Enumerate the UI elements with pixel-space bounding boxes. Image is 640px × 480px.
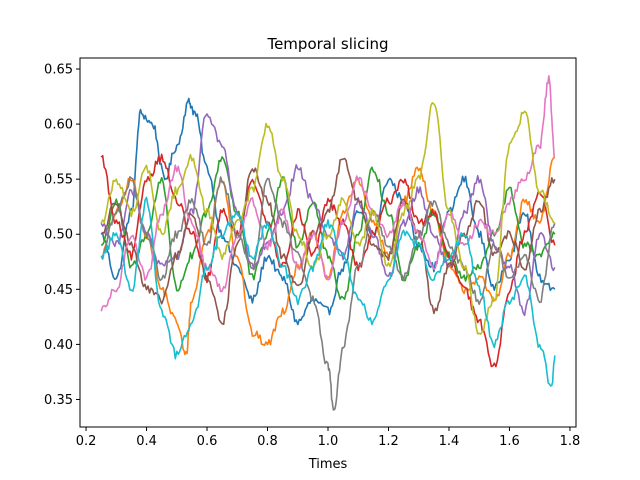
series-line-3 — [100, 156, 556, 300]
series-line-4 — [100, 153, 556, 368]
series-line-9 — [100, 102, 556, 335]
y-tick-label: 0.40 — [44, 338, 73, 353]
chart-title: Temporal slicing — [266, 35, 388, 53]
series-line-10 — [100, 196, 556, 387]
series-line-7 — [100, 75, 555, 312]
x-tick-label: 0.2 — [76, 434, 97, 449]
y-tick-label: 0.35 — [44, 393, 73, 408]
x-tick-label: 1.2 — [378, 434, 399, 449]
x-tick-label: 0.8 — [257, 434, 278, 449]
series-line-6 — [100, 157, 556, 325]
x-tick-label: 1.8 — [560, 434, 581, 449]
y-tick-label: 0.55 — [44, 173, 73, 188]
axes-layer: 0.2 0.4 0.6 0.8 1.0 1.2 1.4 1.6 1.8 0.35 0.40 0.45 0… — [44, 57, 581, 449]
x-tick-label: 0.4 — [136, 434, 157, 449]
x-tick-label: 1.6 — [499, 434, 520, 449]
y-tick-label: 0.60 — [44, 118, 73, 133]
x-axis-label: Times — [308, 457, 348, 472]
y-tick-label: 0.65 — [44, 63, 73, 78]
x-tick-label: 1.4 — [439, 434, 460, 449]
y-tick-label: 0.45 — [44, 283, 73, 298]
y-tick-label: 0.50 — [44, 228, 73, 243]
series-layer — [100, 75, 556, 411]
x-tick-label: 1.0 — [318, 434, 339, 449]
x-tick-label: 0.6 — [197, 434, 218, 449]
series-line-8 — [101, 176, 556, 411]
